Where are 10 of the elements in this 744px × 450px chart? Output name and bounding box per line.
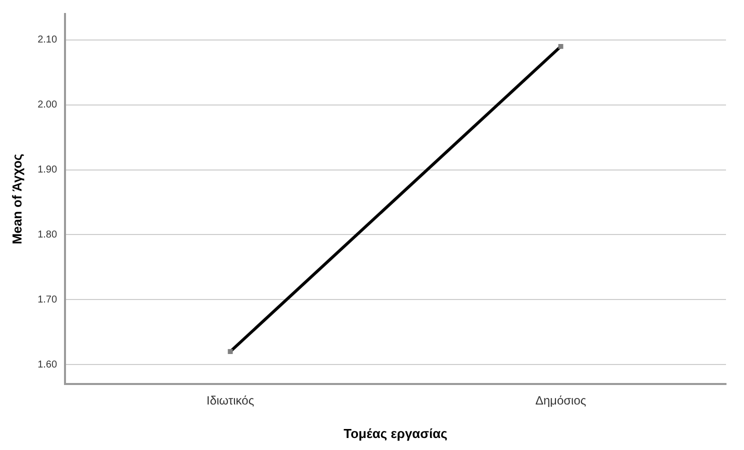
y-tick-label: 1.90 [38,164,58,176]
y-tick-label: 2.10 [38,34,58,46]
y-tick-label: 1.70 [38,294,58,306]
y-tick-label: 1.80 [38,229,58,240]
x-tick-label: Ιδιωτικός [206,394,254,408]
x-tick-label: Δημόσιος [535,394,586,408]
y-tick-label: 1.60 [38,359,58,370]
y-axis-title: Mean of Άγχος [9,153,24,244]
y-tick-label: 2.00 [38,100,58,111]
x-axis-title: Τομέας εργασίας [344,426,448,441]
